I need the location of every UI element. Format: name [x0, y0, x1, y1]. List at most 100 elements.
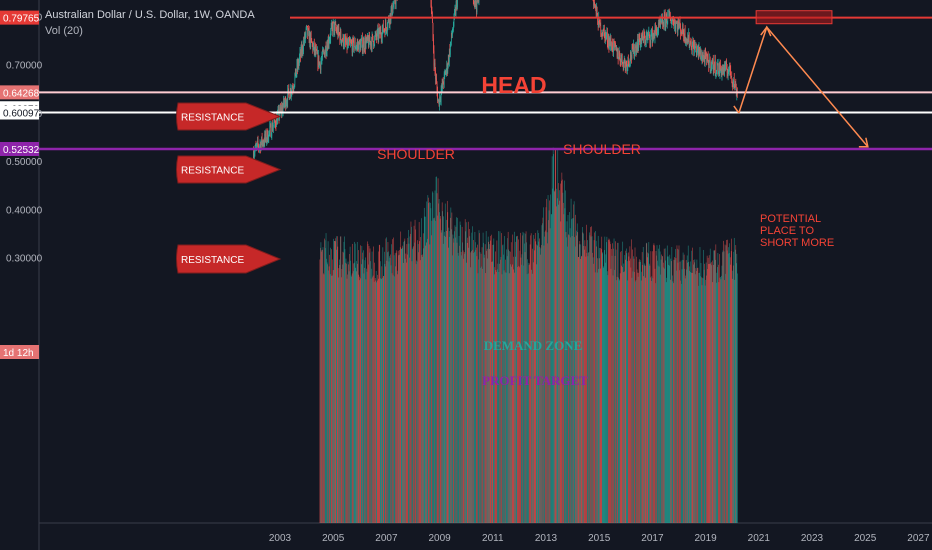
candle-body: [363, 41, 365, 50]
candle-body: [255, 144, 256, 150]
volume-bar: [323, 274, 325, 523]
candle-body: [735, 82, 737, 87]
volume-bar: [626, 248, 627, 523]
volume-bar: [373, 281, 375, 523]
candle-body: [262, 141, 264, 145]
candle-body: [333, 22, 335, 33]
candle-body: [331, 23, 333, 27]
candle-body: [652, 35, 654, 43]
candle-body: [626, 63, 627, 65]
short-zone-note: POTENTIAL: [760, 213, 821, 225]
volume-bar: [554, 191, 555, 523]
candle-body: [444, 72, 446, 73]
candle-body: [668, 10, 670, 12]
volume-bar: [372, 277, 373, 523]
candle-body: [475, 0, 476, 4]
volume-bar: [596, 272, 598, 523]
candle-body: [343, 46, 345, 47]
candle-body: [636, 46, 638, 52]
volume-bar: [335, 236, 337, 523]
candle-body: [293, 89, 294, 90]
volume-bar: [514, 272, 516, 523]
volume-bar: [421, 218, 422, 524]
candle-body: [715, 73, 717, 75]
candle-body: [473, 0, 474, 1]
candle-body: [713, 65, 715, 72]
volume-bar: [647, 257, 649, 523]
volume-bar: [724, 280, 725, 523]
candle-body: [311, 38, 313, 43]
volume-bar: [424, 216, 426, 523]
volume-bar: [535, 244, 537, 523]
candle-body: [629, 61, 631, 65]
volume-bar: [597, 258, 598, 523]
candle-body: [651, 33, 652, 35]
volume-bar: [435, 176, 437, 523]
candle-body: [594, 5, 596, 7]
candle-body: [601, 32, 603, 35]
volume-bar: [698, 272, 700, 523]
candle-body: [280, 107, 282, 111]
volume-bar: [610, 268, 612, 523]
candle-body: [266, 130, 268, 140]
volume-bar: [554, 148, 556, 523]
volume-bar: [696, 271, 697, 523]
candle-body: [389, 21, 390, 25]
volume-bar: [506, 256, 508, 523]
volume-bar: [658, 266, 660, 523]
volume-bar: [573, 204, 574, 523]
volume-bar: [682, 252, 684, 523]
candle-body: [328, 38, 329, 45]
candle-body: [341, 39, 342, 43]
volume-bar: [591, 226, 592, 523]
candle-body: [294, 75, 296, 85]
candle-body: [363, 41, 364, 48]
volume-bar: [436, 176, 437, 523]
candle-body: [445, 70, 447, 75]
volume-bar: [633, 258, 635, 523]
candle-body: [705, 53, 706, 54]
candle-body: [663, 14, 665, 28]
candle-body: [307, 29, 309, 36]
candle-body: [629, 64, 630, 66]
candle-body: [720, 68, 722, 70]
candle-body: [360, 43, 362, 51]
candle-body: [616, 47, 618, 58]
volume-bar: [617, 242, 618, 523]
volume-bar: [459, 221, 461, 524]
candle-body: [276, 116, 277, 127]
volume-bar: [715, 244, 717, 523]
volume-bar: [322, 249, 323, 523]
candle-body: [314, 47, 316, 52]
candle-body: [273, 125, 274, 128]
candle-body: [714, 60, 716, 68]
volume-bar: [473, 253, 475, 523]
candle-body: [366, 37, 368, 40]
candle-body: [442, 79, 443, 88]
price-label-box: [0, 105, 39, 120]
volume-bar: [440, 232, 442, 523]
volume-bar: [397, 274, 398, 523]
candle-body: [608, 38, 609, 45]
price-label: 0.64268: [3, 88, 40, 99]
candle-body: [704, 53, 706, 64]
volume-bar: [493, 244, 494, 523]
candle-body: [615, 46, 617, 51]
volume-bar: [463, 251, 465, 523]
candle-body: [626, 63, 628, 70]
candle-body: [256, 145, 257, 147]
candle-body: [610, 38, 612, 45]
volume-bar: [627, 280, 629, 523]
volume-bar: [668, 256, 670, 523]
candle-body: [600, 23, 602, 35]
candle-body: [275, 121, 276, 126]
candle-body: [729, 62, 731, 70]
candle-body: [358, 40, 360, 52]
volume-bar: [592, 257, 594, 523]
volume-bar: [686, 269, 687, 523]
volume-bar: [507, 238, 508, 523]
volume-bar: [401, 247, 403, 523]
candle-body: [663, 24, 664, 28]
volume-bar: [447, 212, 449, 523]
